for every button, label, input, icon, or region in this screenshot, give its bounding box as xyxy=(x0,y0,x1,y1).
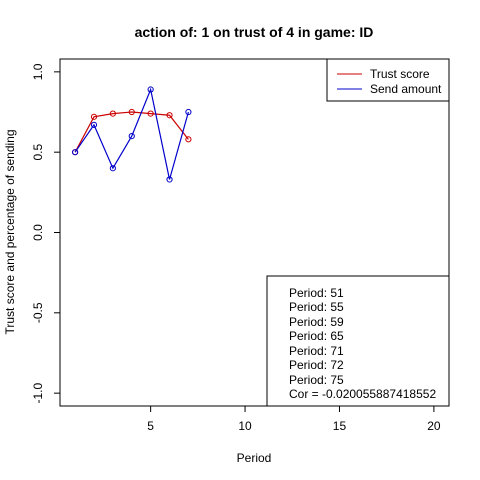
data-point-send-amount xyxy=(185,108,192,116)
x-tick-label: 10 xyxy=(238,419,252,433)
data-point-send-amount xyxy=(128,133,135,140)
chart-title: action of: 1 on trust of 4 in game: ID xyxy=(135,24,374,40)
y-axis-label: Trust score and percentage of sending xyxy=(3,129,17,334)
data-point-trust-score xyxy=(90,113,98,120)
info-line: Period: 51 xyxy=(289,286,344,300)
y-tick-label: 0.0 xyxy=(31,224,45,241)
data-point-send-amount xyxy=(147,86,154,93)
data-point-send-amount xyxy=(90,121,98,128)
data-point-trust-score xyxy=(109,110,116,117)
series-layer xyxy=(72,86,192,183)
x-tick-label: 20 xyxy=(427,419,441,433)
y-tick-label: -1.0 xyxy=(31,382,45,403)
info-line: Period: 59 xyxy=(289,315,344,329)
series-line-trust-score xyxy=(74,111,189,153)
info-line: Period: 71 xyxy=(289,344,344,358)
legend: Trust score Send amount xyxy=(326,58,450,102)
data-point-trust-score xyxy=(128,108,135,116)
y-axis: -1.0 -0.5 0.0 0.5 1.0 xyxy=(31,63,60,403)
legend-box xyxy=(326,58,450,102)
info-line: Period: 65 xyxy=(289,329,344,343)
data-point-send-amount xyxy=(109,165,116,172)
legend-entry-trust-score: Trust score xyxy=(370,67,430,81)
x-tick-label: 5 xyxy=(147,419,154,433)
y-tick-label: 0.5 xyxy=(31,144,45,161)
correlation-value: Cor = -0.020055887418552 xyxy=(289,387,436,401)
series-line-send-amount xyxy=(74,87,189,180)
y-tick-label: 1.0 xyxy=(31,63,45,80)
data-point-trust-score xyxy=(166,112,173,119)
data-point-send-amount xyxy=(72,149,79,156)
data-point-send-amount xyxy=(166,176,173,183)
info-line: Period: 55 xyxy=(289,300,344,314)
info-line: Period: 75 xyxy=(289,373,344,387)
x-axis-label: Period xyxy=(237,451,272,465)
data-point-trust-score xyxy=(147,110,154,117)
x-tick-label: 15 xyxy=(333,419,347,433)
info-line: Period: 72 xyxy=(289,358,344,372)
x-axis: 5 10 15 20 xyxy=(147,406,441,433)
legend-entry-send-amount: Send amount xyxy=(370,82,442,96)
data-point-trust-score xyxy=(185,136,192,143)
y-tick-label: -0.5 xyxy=(31,302,45,323)
info-box-frame xyxy=(266,275,450,407)
info-box: Period: 51 Period: 55 Period: 59 Period:… xyxy=(266,275,450,407)
